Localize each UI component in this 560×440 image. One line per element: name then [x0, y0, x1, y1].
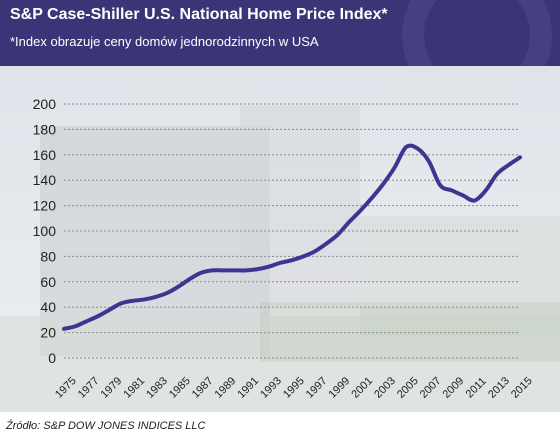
chart-subtitle: *Index obrazuje ceny domów jednorodzinny…: [10, 34, 319, 49]
background-image: [0, 66, 560, 412]
y-tick-label: 60: [40, 274, 56, 290]
y-tick-label: 40: [40, 299, 56, 315]
y-tick-label: 120: [33, 198, 57, 214]
plot-area: 0 20 40 60 80 100 120 140 160 180 200 1975 1977 1979…: [0, 66, 560, 412]
y-tick-label: 100: [33, 223, 57, 239]
chart-header: S&P Case-Shiller U.S. National Home Pric…: [0, 0, 560, 110]
y-tick-label: 200: [33, 96, 57, 112]
y-tick-label: 20: [40, 325, 56, 341]
chart-title: S&P Case-Shiller U.S. National Home Pric…: [10, 6, 388, 23]
y-tick-label: 160: [33, 147, 57, 163]
source-note: Źródło: S&P DOW JONES INDICES LLC: [6, 420, 206, 432]
y-tick-label: 80: [40, 248, 56, 264]
y-tick-label: 0: [48, 350, 56, 366]
y-tick-label: 180: [33, 121, 57, 137]
y-tick-label: 140: [33, 172, 57, 188]
series-line: [62, 143, 522, 331]
